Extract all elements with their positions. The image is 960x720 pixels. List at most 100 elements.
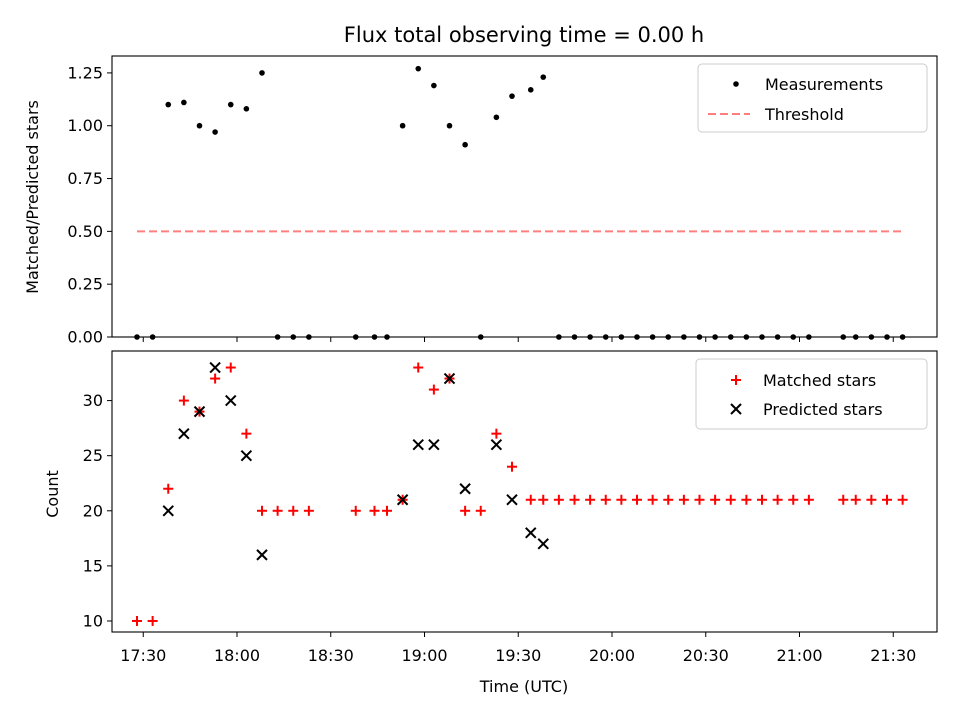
matched-star-point (491, 428, 502, 439)
x-tick-label: 19:30 (495, 646, 541, 665)
matched-star-point (897, 494, 908, 505)
legend-measurements-label: Measurements (765, 75, 883, 94)
matched-star-point (475, 505, 486, 516)
matched-star-point (553, 494, 564, 505)
top-y-tick-label: 0.00 (67, 328, 103, 347)
legend-matched-stars-label: Matched stars (763, 371, 876, 390)
measurement-point (527, 87, 534, 93)
top-y-axis-label: Matched/Predicted stars (23, 100, 42, 294)
bottom-legend: Matched stars Predicted stars (695, 358, 928, 430)
measurement-point (399, 122, 406, 129)
predicted-star-point (525, 527, 537, 539)
matched-star-point (585, 494, 596, 505)
measurement-point (509, 93, 515, 99)
predicted-star-point (490, 438, 503, 451)
matched-star-point (772, 494, 783, 505)
matched-star-point (525, 494, 536, 505)
matched-star-point (350, 505, 361, 516)
matched-star-point (663, 494, 674, 505)
measurement-point (493, 114, 500, 121)
bottom-y-ticks: 10 15 20 25 30 (83, 391, 112, 630)
matched-star-point (507, 461, 517, 472)
top-y-tick-label: 0.25 (67, 275, 103, 294)
star-count-panel: Count Time (UTC) 10 15 20 25 30 17:30 18:00 18… (43, 350, 938, 696)
top-y-tick-label: 1.25 (67, 63, 103, 82)
bottom-axes-frame (111, 350, 938, 633)
bottom-x-ticks: 17:30 18:00 18:30 19:00 19:30 20:00 20:30 21:00… (120, 632, 916, 665)
matched-star-point (303, 505, 314, 516)
x-axis-label: Time (UTC) (479, 677, 568, 696)
matched-star-point (725, 494, 736, 505)
predicted-star-point (537, 538, 549, 550)
legend-predicted-stars-label: Predicted stars (763, 400, 883, 419)
top-axes-frame (111, 55, 938, 338)
matched-star-point (538, 494, 549, 505)
matched-star-point (241, 428, 252, 439)
predicted-star-point (396, 494, 409, 506)
chart-title: Flux total observing time = 0.00 h (344, 23, 704, 47)
bottom-legend-box (695, 358, 928, 430)
matched-star-point (678, 494, 689, 505)
predicted-star-point (443, 372, 456, 385)
matched-star-point (210, 373, 221, 384)
bottom-y-tick-label: 20 (83, 501, 103, 520)
predicted-star-point (256, 549, 268, 561)
x-tick-label: 21:00 (776, 646, 822, 665)
x-tick-label: 18:30 (308, 646, 354, 665)
measurements-legend-marker (733, 81, 739, 87)
matched-star-point (569, 494, 580, 505)
matched-stars-legend-marker (731, 375, 741, 385)
measurement-point (181, 99, 187, 106)
predicted-star-point (162, 505, 174, 517)
bottom-y-axis-label: Count (43, 470, 62, 518)
x-tick-label: 17:30 (120, 646, 166, 665)
top-legend-box (697, 63, 928, 133)
measurement-point (227, 101, 234, 108)
predicted-star-point (193, 405, 206, 418)
matched-star-point (882, 494, 892, 505)
x-tick-label: 21:30 (870, 646, 916, 665)
measurement-point (243, 106, 250, 112)
top-x-ticks (142, 337, 894, 342)
predicted-star-point (412, 438, 424, 451)
matched-star-point (257, 505, 267, 516)
measurement-point (446, 122, 453, 129)
predicted-star-point (209, 361, 221, 374)
matched-star-point (694, 494, 705, 505)
measurement-point (196, 122, 203, 129)
matched-star-point (288, 505, 299, 516)
predicted-star-point (178, 427, 190, 440)
matched-star-point (838, 494, 849, 505)
matched-star-point (428, 384, 439, 395)
matched-star-point (147, 615, 158, 626)
matched-star-point (413, 362, 424, 373)
measurement-point (212, 129, 218, 135)
matched-star-point (866, 494, 877, 505)
x-tick-label: 20:30 (683, 646, 729, 665)
top-y-tick-label: 0.50 (67, 222, 103, 241)
bottom-y-tick-label: 15 (83, 556, 103, 575)
matched-star-point (741, 494, 752, 505)
matched-star-point (460, 505, 471, 516)
bottom-y-tick-label: 25 (83, 446, 103, 465)
measurement-point (165, 101, 172, 108)
matched-star-point (757, 494, 767, 505)
measurement-point (259, 70, 265, 76)
matched-star-point (382, 505, 392, 516)
matched-star-point (850, 494, 861, 505)
matched-star-point (163, 483, 174, 494)
top-legend: Measurements Threshold (697, 63, 928, 133)
measurement-point (431, 82, 437, 89)
matched-star-point (647, 494, 658, 505)
predicted-stars-legend-marker (730, 403, 742, 415)
x-tick-label: 18:00 (214, 646, 260, 665)
matched-star-point (132, 615, 142, 626)
matched-star-point (632, 494, 642, 505)
matched-star-point (788, 494, 799, 505)
matched-star-point (225, 362, 236, 373)
top-y-tick-label: 1.00 (67, 116, 103, 135)
predicted-star-point (459, 483, 471, 495)
matched-star-point (803, 494, 814, 505)
bottom-plot-area (132, 361, 908, 626)
matched-star-point (272, 505, 283, 516)
